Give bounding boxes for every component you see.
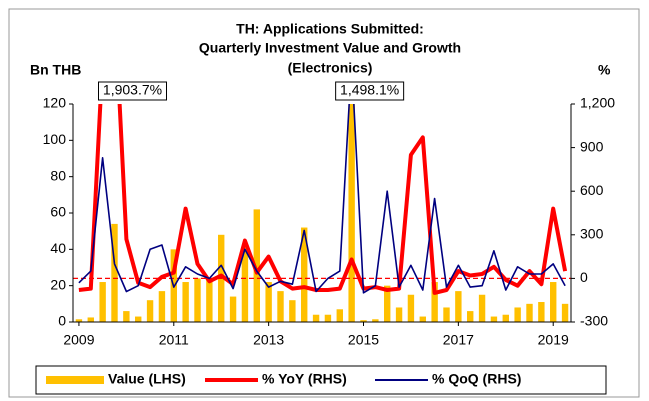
y2-tick-label: 600 xyxy=(580,182,604,198)
y-tick-label: 60 xyxy=(50,204,66,220)
legend-label: % QoQ (RHS) xyxy=(432,371,521,387)
bar xyxy=(253,209,260,322)
bar xyxy=(395,307,403,322)
chart-frame xyxy=(8,8,640,398)
bar xyxy=(502,314,509,322)
bar xyxy=(123,311,130,322)
bar xyxy=(146,300,154,322)
bar xyxy=(324,314,332,322)
bar xyxy=(431,282,438,322)
y-tick-label: 0 xyxy=(58,313,66,329)
bar xyxy=(158,291,166,322)
bar xyxy=(419,316,426,322)
bar xyxy=(538,302,545,322)
bar xyxy=(194,278,201,322)
annotation-box xyxy=(98,81,167,101)
bar xyxy=(372,319,379,322)
y2-tick-label: 300 xyxy=(580,226,604,242)
legend-label: Value (LHS) xyxy=(108,371,186,387)
y2-tick-label: 1,200 xyxy=(580,95,615,111)
x-tick-label: 2011 xyxy=(159,332,189,348)
y-tick-label: 20 xyxy=(50,276,66,292)
value-label: 1,903.7% xyxy=(103,82,162,98)
bar xyxy=(289,300,296,322)
y2-tick-label: 900 xyxy=(580,138,604,154)
bar xyxy=(241,245,249,322)
y-tick-label: 80 xyxy=(50,167,66,183)
bar xyxy=(526,303,533,322)
bar xyxy=(550,282,557,322)
bar xyxy=(490,316,498,322)
chart-title: TH: Applications Submitted: xyxy=(236,21,424,37)
chart-title: (Electronics) xyxy=(288,60,373,76)
plot-area xyxy=(73,104,571,322)
y2-axis-label: % xyxy=(598,62,611,78)
bar xyxy=(443,307,450,322)
bar xyxy=(135,316,142,322)
bar xyxy=(111,223,118,322)
bar xyxy=(75,319,83,322)
line-series xyxy=(78,104,568,295)
y-axis-label: Bn THB xyxy=(30,62,81,78)
bar xyxy=(312,314,320,322)
bar xyxy=(182,282,189,322)
bar xyxy=(99,282,106,322)
bar xyxy=(206,278,213,322)
y-tick-label: 40 xyxy=(50,240,66,256)
bar xyxy=(467,311,474,322)
bar xyxy=(561,303,569,322)
x-tick-label: 2017 xyxy=(443,332,474,348)
bar xyxy=(384,285,391,322)
bar xyxy=(360,320,367,322)
bar xyxy=(87,317,94,322)
bar xyxy=(336,309,343,322)
y-tick-label: 120 xyxy=(43,95,67,111)
legend-swatch xyxy=(46,376,104,384)
bar xyxy=(514,307,521,322)
legend-frame xyxy=(35,365,607,395)
y-tick-label: 100 xyxy=(43,131,67,147)
value-label: 1,498.1% xyxy=(340,82,399,98)
x-tick-label: 2009 xyxy=(63,332,94,348)
x-tick-label: 2015 xyxy=(348,332,379,348)
bar xyxy=(301,227,308,322)
chart-title: Quarterly Investment Value and Growth xyxy=(199,40,461,56)
y2-tick-label: 0 xyxy=(580,269,588,285)
bar xyxy=(478,294,486,322)
bar xyxy=(229,296,237,322)
bar xyxy=(277,291,284,322)
bar xyxy=(265,282,272,322)
bar xyxy=(455,291,462,322)
bar xyxy=(348,104,355,322)
legend-label: % YoY (RHS) xyxy=(262,371,347,387)
line-series xyxy=(78,104,566,294)
annotation-box xyxy=(335,81,405,101)
x-tick-label: 2013 xyxy=(253,332,284,348)
x-tick-label: 2019 xyxy=(538,332,569,348)
bar xyxy=(407,294,415,322)
y2-tick-label: -300 xyxy=(580,313,608,329)
